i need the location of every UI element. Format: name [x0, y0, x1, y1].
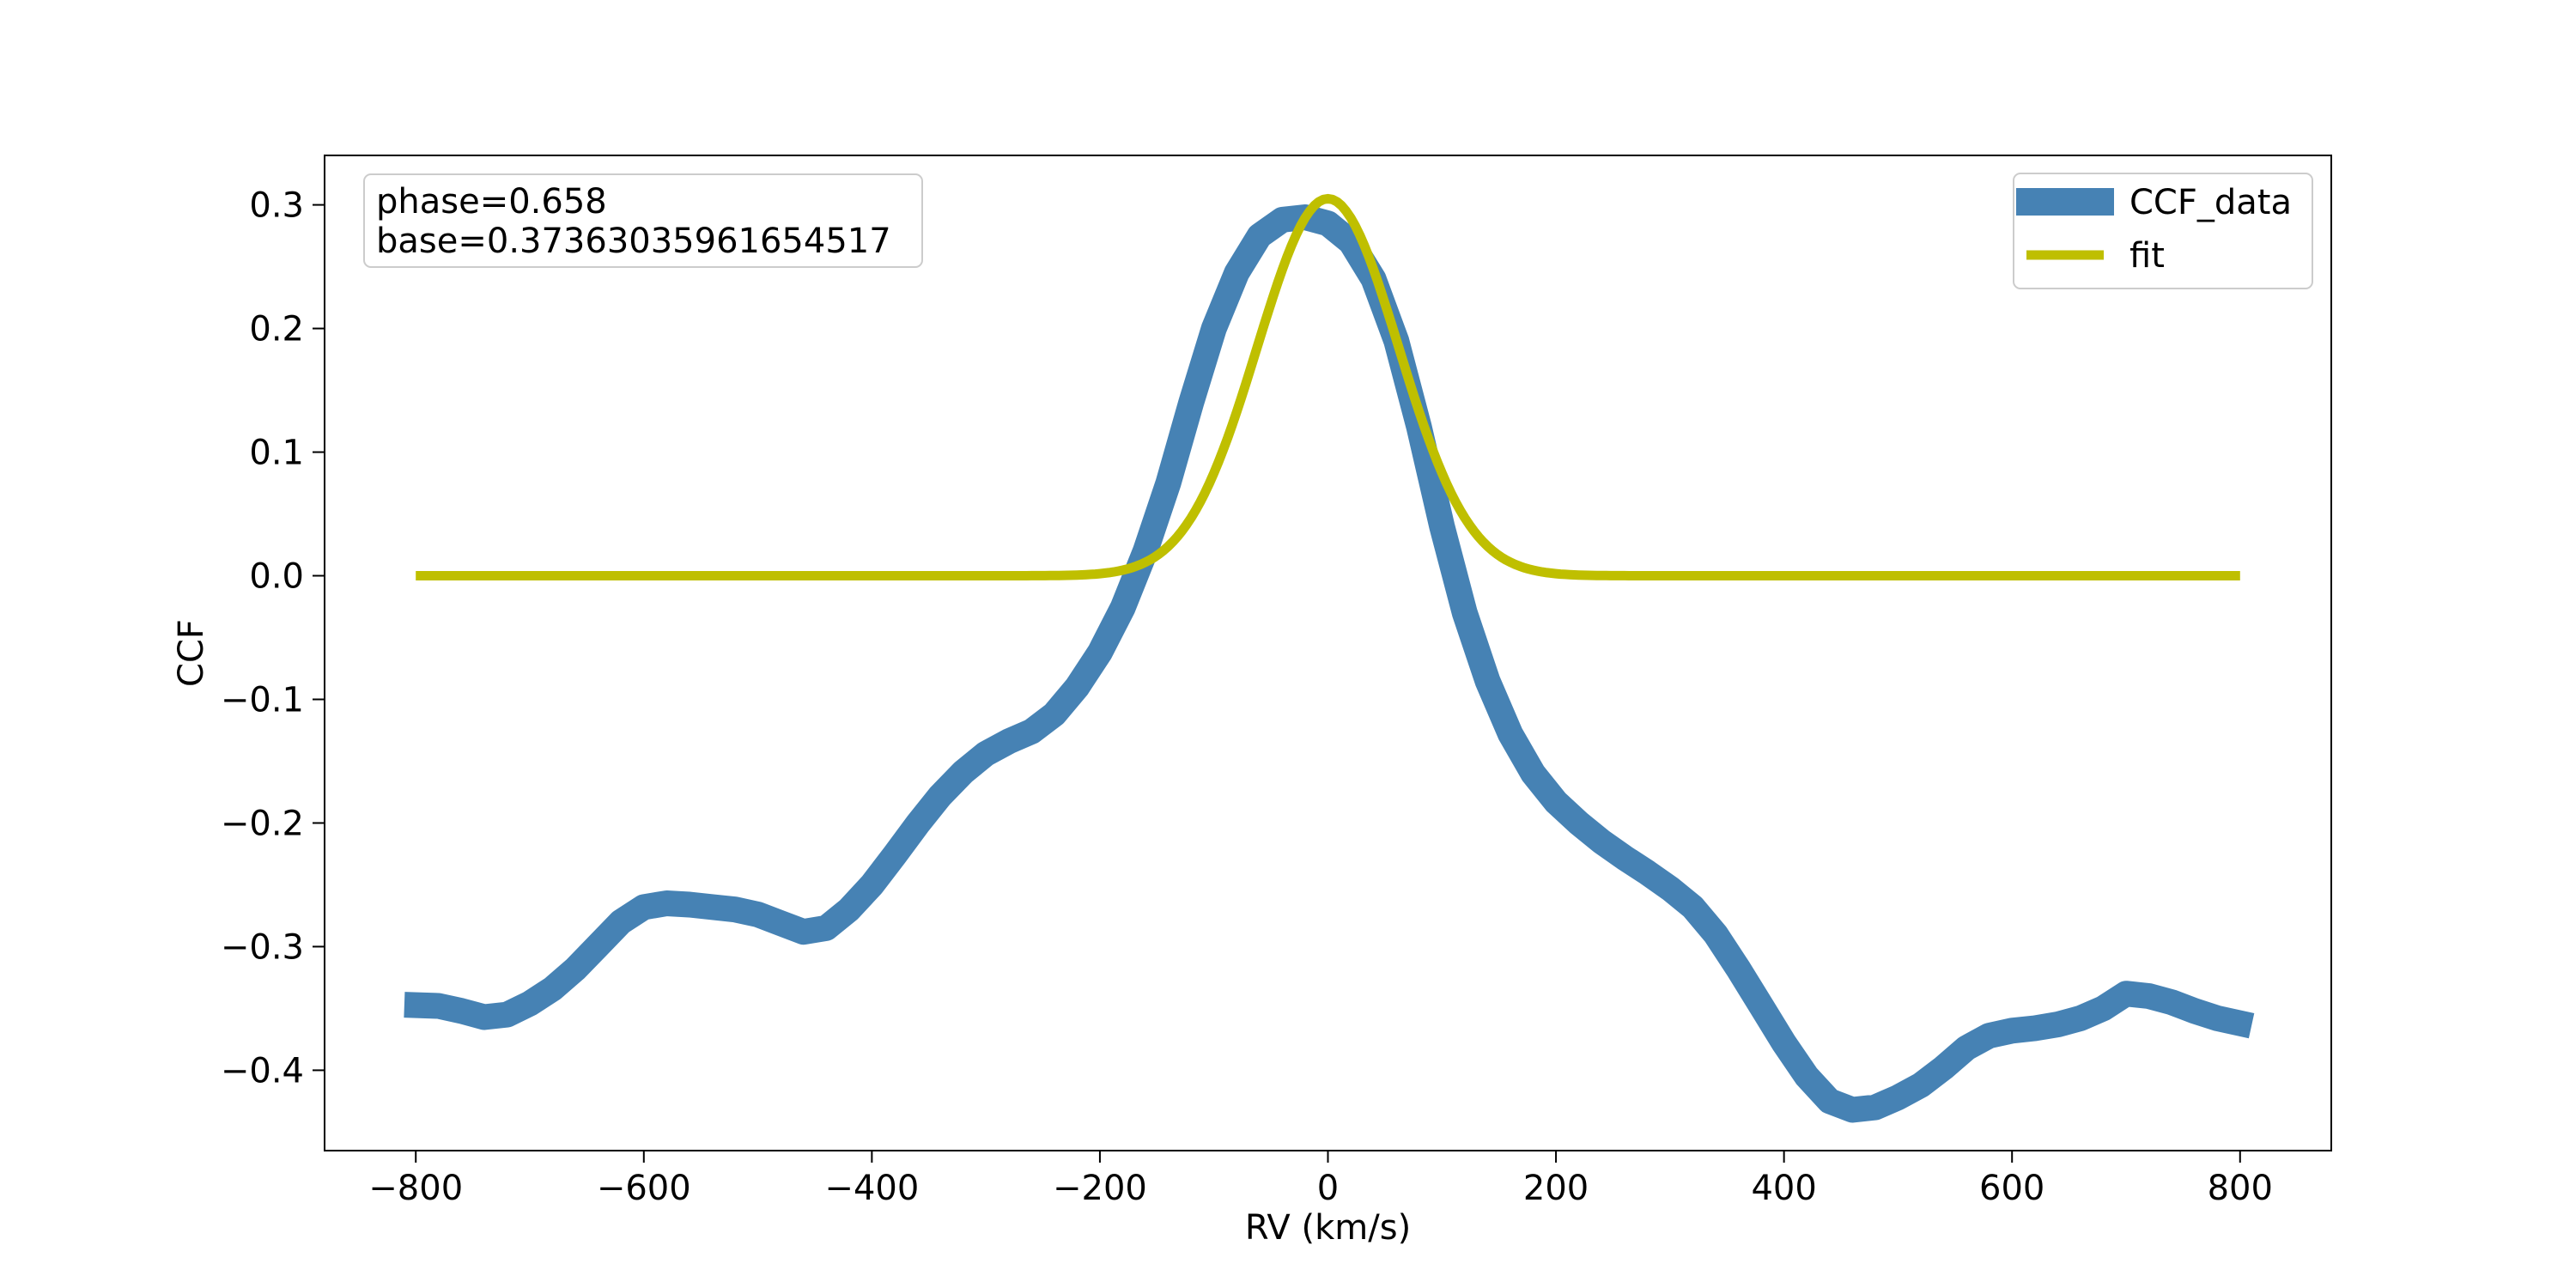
annotation-phase: phase=0.658	[376, 182, 607, 222]
legend-label-fit: fit	[2129, 236, 2165, 276]
series-line-ccf-data	[404, 204, 2255, 1123]
x-tick-label: 400	[1751, 1169, 1816, 1208]
annotation-frame	[363, 173, 923, 268]
x-axis-ticks: −800 −600 −400 −200 0 200 400 600 800	[368, 1151, 2273, 1208]
plot-lines	[404, 193, 2255, 1123]
x-tick-label: −400	[824, 1169, 919, 1208]
y-tick-label: 0.0	[249, 557, 304, 597]
plot-frame	[324, 155, 2332, 1151]
annotation-box: phase=0.658 base=0.37363035961654517	[363, 173, 923, 268]
x-tick-label: −600	[597, 1169, 691, 1208]
x-axis-label: RV (km/s)	[1245, 1208, 1411, 1248]
legend: CCF_data fit	[2013, 173, 2313, 289]
x-tick-label: 800	[2208, 1169, 2273, 1208]
y-tick-label: −0.2	[221, 804, 304, 843]
series-line-fit	[416, 193, 2240, 580]
y-tick-label: 0.1	[249, 434, 304, 473]
y-axis-ticks: 0.3 0.2 0.1 0.0 −0.1 −0.2 −0.3 −0.4	[221, 186, 325, 1091]
x-tick-label: 0	[1317, 1169, 1339, 1208]
annotation-base: base=0.37363035961654517	[376, 222, 891, 261]
x-tick-label: −800	[368, 1169, 463, 1208]
x-tick-label: 200	[1523, 1169, 1589, 1208]
x-tick-label: −200	[1053, 1169, 1147, 1208]
y-axis-label: CCF	[172, 619, 211, 687]
y-tick-label: 0.2	[249, 310, 304, 349]
legend-label-ccf-data: CCF_data	[2129, 183, 2292, 222]
y-tick-label: 0.3	[249, 186, 304, 226]
y-tick-label: −0.1	[221, 680, 304, 720]
x-tick-label: 600	[1979, 1169, 2044, 1208]
y-tick-label: −0.3	[221, 927, 304, 967]
y-tick-label: −0.4	[221, 1051, 304, 1091]
